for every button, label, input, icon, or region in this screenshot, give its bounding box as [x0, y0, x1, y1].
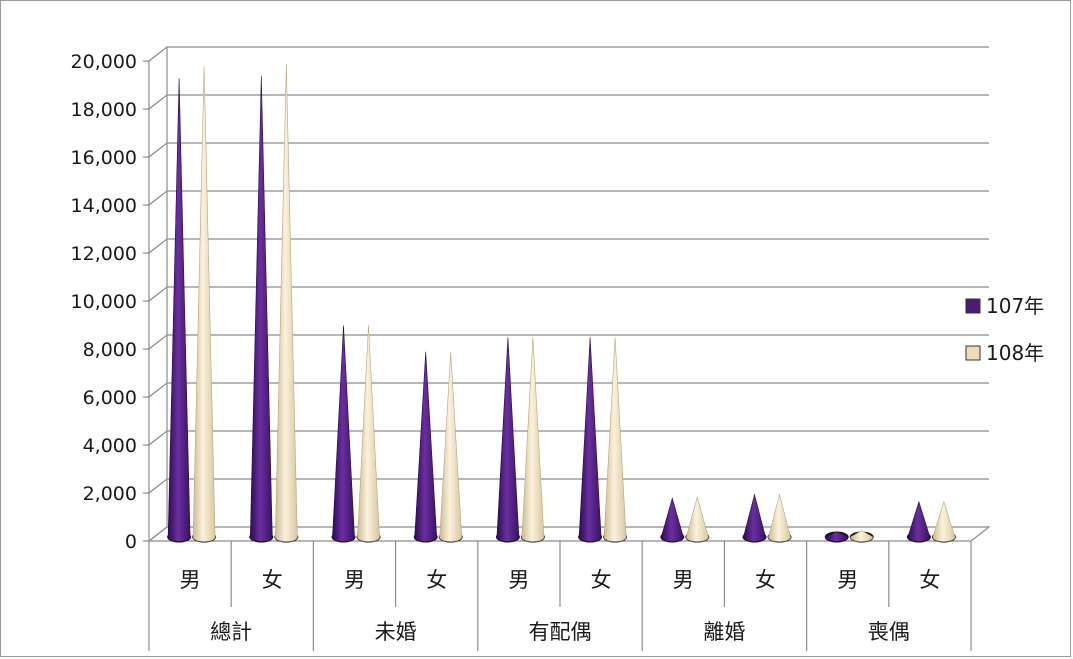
cone-107年-女 [742, 493, 767, 543]
x-category-label: 女 [426, 568, 447, 592]
cone-108年-男 [685, 495, 710, 543]
cone-body [660, 497, 684, 542]
x-group-label: 未婚 [375, 620, 417, 644]
x-category-label: 女 [919, 568, 940, 592]
y-tick-label: 12,000 [71, 243, 137, 265]
x-group-label: 有配偶 [529, 620, 592, 644]
gridline [148, 238, 989, 254]
cone-107年-女 [578, 337, 603, 543]
cone-108年-男 [192, 66, 217, 543]
y-tick-label: 10,000 [71, 291, 137, 313]
cone-body [768, 493, 791, 542]
cone-107年-男 [660, 497, 685, 543]
cone-108年-男 [520, 337, 545, 543]
cone-body [414, 351, 438, 542]
gridline [148, 382, 989, 398]
cone-body [521, 337, 545, 542]
cone-107年-男 [167, 78, 192, 543]
chart-walls [147, 46, 991, 542]
gridline [148, 142, 989, 158]
cone-body [850, 530, 874, 542]
legend-label: 108年 [986, 341, 1044, 365]
y-tick-label: 14,000 [71, 195, 137, 217]
cone-body [907, 500, 931, 542]
x-category-label: 女 [591, 568, 612, 592]
y-tick-label: 18,000 [71, 99, 137, 121]
cone-body [192, 66, 216, 542]
gridline [148, 94, 989, 110]
x-category-label: 男 [508, 568, 529, 592]
cone-body [496, 337, 520, 542]
cone-108年-女 [438, 351, 463, 543]
x-group-label: 總計 [210, 620, 252, 644]
y-tick-label: 2,000 [83, 483, 137, 505]
cone-body [932, 500, 956, 542]
cone-body [685, 495, 709, 542]
depth-edge [148, 526, 168, 542]
cone-108年-女 [767, 493, 792, 543]
legend-swatch [965, 298, 981, 314]
cone-108年-男 [356, 325, 381, 543]
cone-body [578, 337, 602, 542]
cone-108年-女 [931, 500, 956, 543]
legend: 107年 108年 [965, 294, 1044, 365]
x-group-label: 喪偶 [868, 620, 910, 644]
y-tick-label: 16,000 [71, 147, 137, 169]
cone-107年-男 [824, 531, 849, 543]
x-category-label: 女 [755, 568, 776, 592]
x-category-label: 男 [344, 568, 365, 592]
cone-107年-女 [413, 351, 438, 543]
gridline [148, 46, 989, 62]
y-tick-label: 4,000 [83, 435, 137, 457]
cone-body [274, 63, 298, 542]
legend-swatch [965, 345, 981, 361]
gridline [148, 286, 989, 302]
cone-body [249, 75, 273, 542]
cone-108年-男 [849, 530, 874, 543]
gridline [148, 190, 989, 206]
cone-body [167, 78, 191, 542]
x-axis: 男 女 男 女 男 女 男 女 男 女總計 未婚 有配偶 離婚 喪偶 [148, 541, 972, 651]
y-tick-label: 20,000 [71, 51, 137, 73]
cone-body [332, 325, 355, 542]
gridline [148, 430, 989, 446]
cone-body [357, 325, 380, 542]
x-category-label: 男 [180, 568, 201, 592]
cone-body [825, 531, 849, 542]
cone-107年-女 [249, 75, 274, 543]
x-category-label: 男 [837, 568, 858, 592]
x-category-label: 女 [262, 568, 283, 592]
gridline [148, 478, 989, 494]
y-tick-label: 0 [125, 531, 137, 553]
gridline [148, 334, 989, 350]
legend-label: 107年 [986, 294, 1044, 318]
y-tick-label: 8,000 [83, 339, 137, 361]
cone-body [603, 337, 627, 542]
x-category-label: 男 [673, 568, 694, 592]
cone-108年-女 [603, 337, 628, 543]
cone-body [439, 351, 463, 542]
cone-107年-女 [906, 500, 931, 543]
y-axis: 0 2,000 4,000 6,000 8,000 10,000 12,000 14,000 1… [71, 51, 150, 553]
chart-marks [167, 63, 956, 543]
x-group-label: 離婚 [703, 620, 745, 644]
cone-107年-男 [331, 325, 356, 543]
cone-body [743, 493, 766, 542]
cone-107年-男 [495, 337, 520, 543]
cone-108年-女 [274, 63, 299, 543]
y-tick-label: 6,000 [83, 387, 137, 409]
